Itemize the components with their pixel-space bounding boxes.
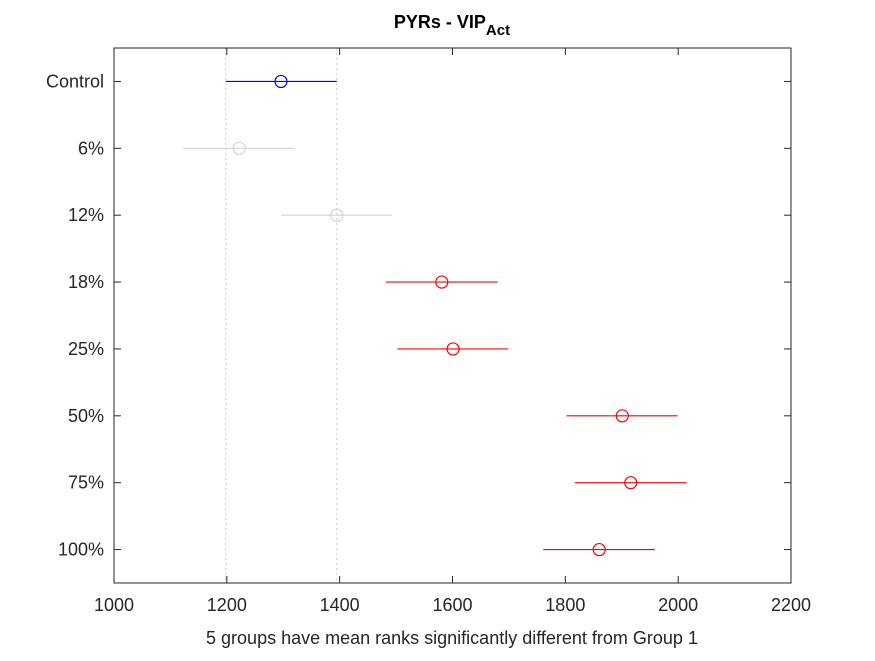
y-tick-label-6: 75% (68, 473, 104, 493)
x-tick-label-2: 1400 (320, 595, 360, 615)
y-tick-label-4: 25% (68, 339, 104, 359)
y-tick-label-3: 18% (68, 272, 104, 292)
mean-marker-5 (615, 409, 629, 423)
mean-marker-6 (624, 476, 638, 490)
chart-title: PYRs - VIPAct (394, 12, 510, 39)
y-tick-label-5: 50% (68, 406, 104, 426)
mean-marker-1 (232, 141, 246, 155)
chart-title-main: PYRs - VIP (394, 12, 486, 32)
plot-background (114, 48, 791, 583)
mean-marker-4 (446, 342, 460, 356)
x-tick-label-0: 1000 (94, 595, 134, 615)
x-axis-label: 5 groups have mean ranks significantly d… (206, 628, 698, 648)
mean-marker-3 (435, 275, 449, 289)
x-tick-label-4: 1800 (545, 595, 585, 615)
x-tick-label-3: 1600 (432, 595, 472, 615)
mean-marker-7 (592, 542, 606, 557)
y-tick-label-7: 100% (58, 540, 104, 560)
chart-title-subscript: Act (486, 22, 510, 39)
mean-marker-2 (330, 208, 344, 222)
mean-marker-0 (274, 74, 288, 89)
x-tick-label-6: 2200 (771, 595, 811, 615)
x-tick-label-5: 2000 (658, 595, 698, 615)
x-tick-label-1: 1200 (207, 595, 247, 615)
plot-area: 1000 1200 1400 1600 1800 2000 2200 Control 6% 12%… (46, 47, 811, 615)
y-tick-label-1: 6% (78, 138, 104, 158)
y-tick-label-2: 12% (68, 205, 104, 225)
y-tick-label-0: Control (46, 71, 104, 91)
